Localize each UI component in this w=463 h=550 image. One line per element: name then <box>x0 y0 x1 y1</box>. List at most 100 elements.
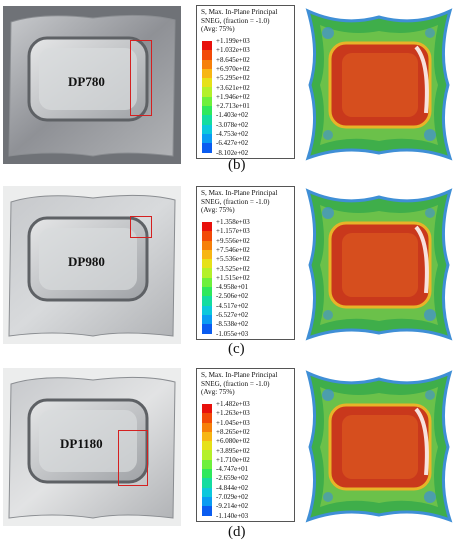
legend-value: +3.621e+02 <box>216 83 250 92</box>
legend-value: +7.546e+02 <box>216 245 250 254</box>
scale-swatch <box>202 133 212 144</box>
scale-swatch <box>202 296 212 306</box>
scale-swatch <box>202 268 212 278</box>
stress-legend: S, Max. In-Plane Principal SNEG, (fractio… <box>196 368 295 522</box>
legend-value: -2.659e+02 <box>216 474 249 483</box>
scale-swatch <box>202 496 212 507</box>
scale-swatch <box>202 487 212 497</box>
scale-swatch <box>202 450 212 460</box>
legend-value: +1.358e+03 <box>216 218 250 226</box>
legend-value: -6.527e+02 <box>216 311 249 319</box>
legend-value: -7.029e+02 <box>216 493 249 501</box>
legend-value: -8.102e+02 <box>216 148 249 157</box>
legend-value: +3.895e+02 <box>216 446 250 455</box>
specimen-photo <box>3 368 181 526</box>
scale-swatch <box>202 240 212 250</box>
material-label: DP980 <box>68 254 105 269</box>
legend-value: -3.078e+02 <box>216 120 249 129</box>
highlight-box <box>130 40 152 116</box>
scale-swatch <box>202 87 212 97</box>
scale-swatch <box>202 259 212 269</box>
legend-value: -4.753e+02 <box>216 130 249 138</box>
legend-title-line: SNEG, (fraction = -1.0) <box>201 16 270 25</box>
legend-value: +1.045e+03 <box>216 418 250 427</box>
legend-value: -2.506e+02 <box>216 292 249 301</box>
scale-swatch <box>202 41 212 51</box>
scale-swatch <box>202 441 212 451</box>
scale-swatch <box>202 115 212 125</box>
scale-swatch <box>202 459 212 470</box>
scale-swatch <box>202 59 212 69</box>
legend-title-line: SNEG, (fraction = -1.0) <box>201 379 270 388</box>
color-scale <box>202 222 212 334</box>
legend-value: +5.536e+02 <box>216 255 250 264</box>
legend-value: -4.958e+01 <box>216 283 249 292</box>
legend-value: +5.295e+02 <box>216 74 250 83</box>
scale-swatch <box>202 78 212 88</box>
legend-value: +1.946e+02 <box>216 92 250 101</box>
legend-value: -9.214e+02 <box>216 502 249 511</box>
scale-swatch <box>202 324 212 334</box>
legend-value: +2.713e+01 <box>216 102 250 111</box>
scale-swatch <box>202 305 212 315</box>
legend-value: +1.157e+03 <box>216 227 250 236</box>
scale-swatch <box>202 68 212 79</box>
legend-value: -1.140e+03 <box>216 511 249 520</box>
scale-swatch <box>202 96 212 107</box>
scale-swatch <box>202 50 212 60</box>
scale-swatch <box>202 124 212 134</box>
legend-value: +1.710e+02 <box>216 455 250 464</box>
scale-swatch <box>202 277 212 288</box>
legend-value: +9.556e+02 <box>216 236 250 245</box>
legend-value: +1.199e+03 <box>216 37 250 45</box>
legend-value: +6.970e+02 <box>216 64 250 73</box>
fe-contour-plot <box>298 183 460 346</box>
legend-value: -8.538e+02 <box>216 320 249 329</box>
legend-title-line: (Avg: 75%) <box>201 25 235 34</box>
legend-value: -1.055e+03 <box>216 329 249 338</box>
stress-legend: S, Max. In-Plane Principal SNEG, (fractio… <box>196 186 295 340</box>
panel-caption: (d) <box>228 524 246 540</box>
legend-value: +1.482e+03 <box>216 400 250 408</box>
fe-contour-plot <box>298 3 460 166</box>
scale-swatch <box>202 469 212 479</box>
stress-legend: S, Max. In-Plane Principal SNEG, (fractio… <box>196 5 295 159</box>
scale-swatch <box>202 404 212 414</box>
material-label: DP1180 <box>60 436 103 451</box>
highlight-box <box>130 216 152 238</box>
legend-title-line: (Avg: 75%) <box>201 206 235 215</box>
scale-swatch <box>202 143 212 153</box>
scale-swatch <box>202 506 212 516</box>
scale-swatch <box>202 413 212 423</box>
material-label: DP780 <box>68 74 105 89</box>
specimen-photo <box>3 186 181 344</box>
legend-value: +3.525e+02 <box>216 264 250 273</box>
scale-swatch <box>202 106 212 116</box>
legend-value: -4.517e+02 <box>216 301 249 310</box>
scale-swatch <box>202 422 212 432</box>
color-scale <box>202 41 212 153</box>
legend-value: +1.032e+03 <box>216 46 250 55</box>
legend-title-line: S, Max. In-Plane Principal <box>201 8 278 16</box>
scale-swatch <box>202 231 212 241</box>
scale-swatch <box>202 249 212 260</box>
legend-title-line: S, Max. In-Plane Principal <box>201 371 278 379</box>
highlight-box <box>118 430 148 486</box>
fe-contour-plot <box>298 365 460 528</box>
legend-title-line: SNEG, (fraction = -1.0) <box>201 197 270 206</box>
panel-caption: (c) <box>228 341 245 357</box>
legend-value: +8.645e+02 <box>216 55 250 64</box>
legend-title-line: S, Max. In-Plane Principal <box>201 189 278 197</box>
panel-caption: (b) <box>228 157 246 173</box>
legend-value: +1.263e+03 <box>216 409 250 418</box>
legend-value: -1.403e+02 <box>216 111 249 120</box>
legend-value: +8.265e+02 <box>216 427 250 436</box>
color-scale <box>202 404 212 516</box>
legend-value: +1.515e+02 <box>216 273 250 282</box>
scale-swatch <box>202 478 212 488</box>
scale-swatch <box>202 287 212 297</box>
scale-swatch <box>202 431 212 442</box>
legend-value: -4.844e+02 <box>216 483 249 492</box>
legend-value: -4.747e+01 <box>216 465 249 474</box>
legend-title-line: (Avg: 75%) <box>201 388 235 397</box>
